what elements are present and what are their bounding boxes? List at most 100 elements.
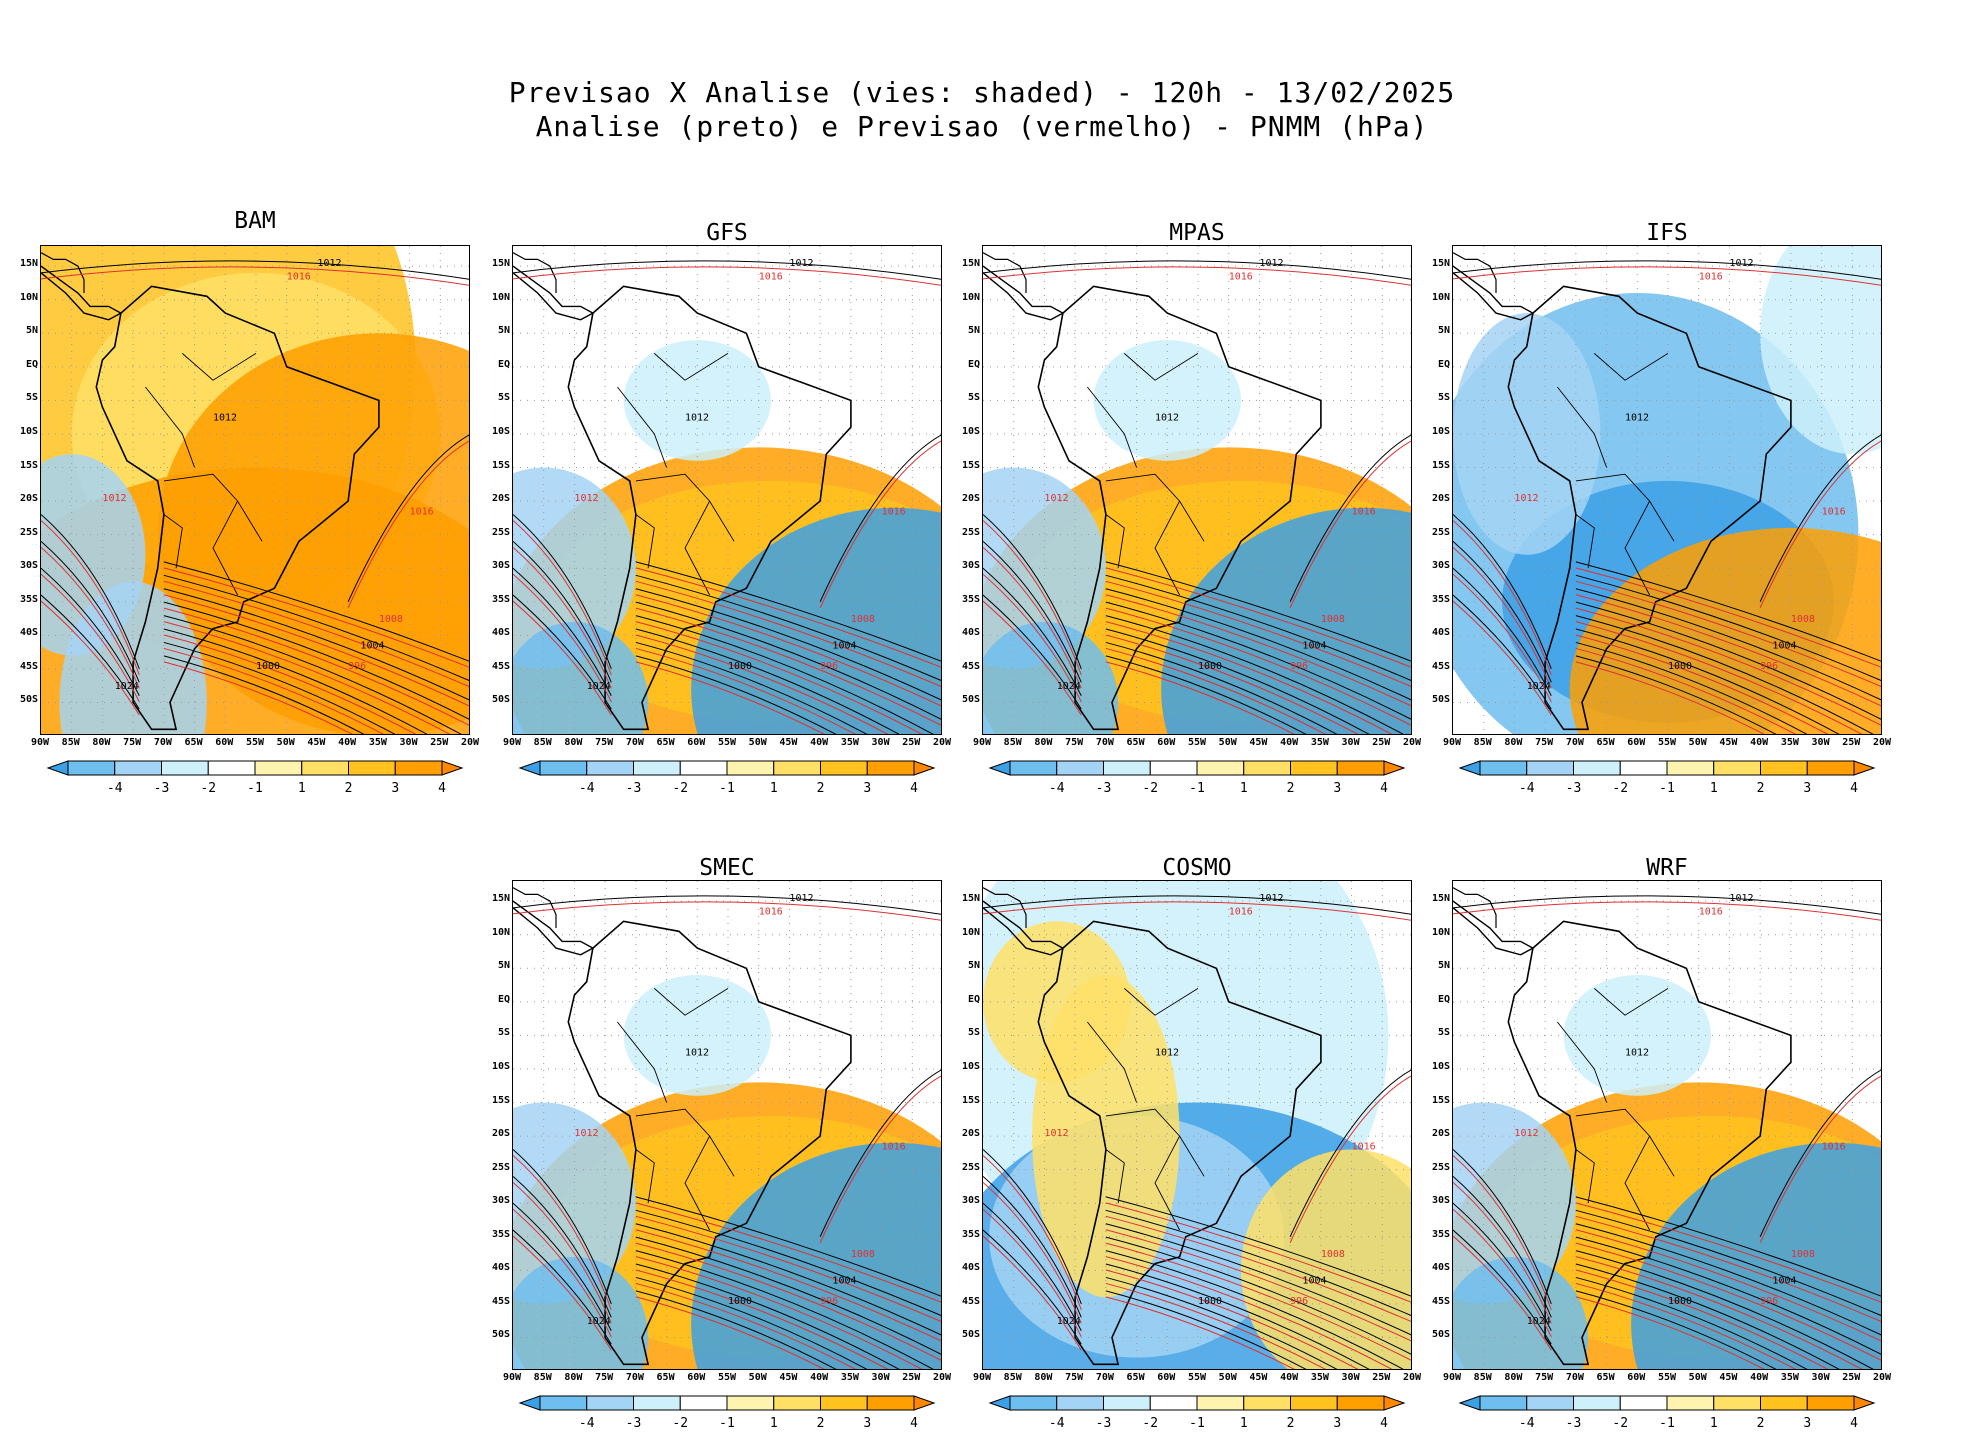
south-america-coastline	[1037, 920, 1322, 1366]
isobar-label: 1012	[102, 493, 126, 504]
colorbar-tick: 4	[1850, 781, 1858, 796]
panel-title-smec: SMEC	[699, 855, 755, 881]
map-canvas: 1012 1016 1004 996 1000 1008 1012 1016 1024 1012	[41, 246, 469, 734]
lon-tick-label: 20W	[932, 1372, 952, 1383]
colorbar-tick: -1	[1189, 781, 1205, 796]
lat-tick-label: 30S	[961, 1195, 980, 1207]
lon-tick-label: 30W	[1341, 737, 1360, 748]
lat-tick-label: 10N	[1431, 926, 1450, 938]
colorbar-tick: -1	[719, 781, 735, 796]
lat-tick-label: 15S	[19, 459, 38, 471]
lat-tick-label: 50S	[19, 694, 38, 706]
lat-tick-label: 30S	[491, 1195, 510, 1207]
lat-tick-label: 45S	[961, 1295, 980, 1307]
lon-tick-label: 20W	[460, 737, 480, 748]
colorbar: -4 -3 -2 -1 1 2 3 4	[1452, 1394, 1882, 1434]
lat-tick-label: 5S	[497, 1027, 510, 1039]
isobar-label: 1000	[1198, 1296, 1222, 1307]
isobar-label: 1012	[213, 413, 237, 424]
south-america-coastline	[567, 920, 852, 1366]
lon-tick-label: 65W	[1596, 1372, 1615, 1383]
colorbar-tick: -2	[672, 1416, 689, 1431]
colorbar-tick: 3	[1333, 1416, 1342, 1431]
panel-title-cosmo: COSMO	[1162, 855, 1232, 881]
isobar-label: 1016	[1352, 1141, 1376, 1152]
lat-tick-label: 30S	[961, 560, 980, 572]
isobar-label: 1008	[1791, 1249, 1815, 1260]
isobar-label: 1004	[1302, 641, 1326, 652]
lon-tick-label: 50W	[1218, 737, 1237, 748]
lon-tick-label: 85W	[533, 737, 552, 748]
colorbar-tick: 2	[344, 781, 353, 796]
lon-tick-label: 80W	[1504, 1372, 1523, 1383]
lon-tick-label: 45W	[779, 1372, 798, 1383]
lon-tick-label: 45W	[1249, 1372, 1268, 1383]
lon-tick-label: 45W	[1719, 1372, 1738, 1383]
lon-tick-label: 30W	[1811, 737, 1830, 748]
map-canvas: 1012 1016 1004 996 1000 1008 1012 1016 1024 1012	[983, 246, 1411, 734]
isobar-label: 1012	[1625, 1048, 1649, 1059]
central-america-coastline	[983, 265, 1065, 321]
isobar-label: 996	[820, 1296, 838, 1307]
lon-tick-label: 60W	[1157, 737, 1176, 748]
lat-tick-label: 15S	[961, 1094, 980, 1106]
lon-tick-label: 30W	[871, 1372, 890, 1383]
isobar-label: 1016	[1699, 272, 1723, 283]
isobar-label: 996	[1290, 1296, 1308, 1307]
isobar-label: 1008	[379, 614, 403, 625]
colorbar-tick: -3	[1095, 1416, 1112, 1431]
colorbar-tick: -4	[578, 1416, 595, 1431]
colorbar-tick: -2	[1612, 781, 1629, 796]
map-panel-bam: 1012 1016 1004 996 1000 1008 1012 1016 1024 1012	[40, 245, 470, 735]
isobar-label: 1004	[1302, 1276, 1326, 1287]
isobar-label: 996	[1760, 1296, 1778, 1307]
isobar-label: 1012	[574, 1128, 598, 1139]
lon-tick-label: 80W	[1034, 1372, 1053, 1383]
isobar-label: 1012	[1044, 493, 1068, 504]
colorbar-tick: -4	[578, 781, 595, 796]
colorbar-tick: -3	[1095, 781, 1112, 796]
lon-tick-label: 80W	[564, 1372, 583, 1383]
colorbar-tick: 3	[391, 781, 400, 796]
isobar-label: 1000	[1668, 661, 1692, 672]
lon-tick-label: 75W	[123, 737, 142, 748]
panel-title-gfs: GFS	[706, 220, 748, 246]
lat-tick-label: 5S	[1437, 392, 1450, 404]
lat-tick-label: 20S	[1431, 493, 1450, 505]
lat-tick-label: 30S	[1431, 560, 1450, 572]
lon-tick-label: 25W	[430, 737, 449, 748]
lat-tick-label: 10N	[491, 926, 510, 938]
lat-tick-label: 5N	[1437, 325, 1450, 337]
lon-tick-label: 45W	[307, 737, 326, 748]
lon-tick-label: 45W	[1249, 737, 1268, 748]
isobar-label: 1012	[574, 493, 598, 504]
lon-tick-label: 65W	[656, 737, 675, 748]
lon-tick-label: 70W	[153, 737, 172, 748]
colorbar-tick: 4	[1380, 1416, 1388, 1431]
panel-title-ifs: IFS	[1646, 220, 1688, 246]
lat-tick-label: 45S	[1431, 1295, 1450, 1307]
lon-tick-label: 30W	[871, 737, 890, 748]
lat-tick-label: 40S	[1431, 627, 1450, 639]
lon-tick-label: 30W	[399, 737, 418, 748]
lat-tick-label: 5N	[497, 960, 510, 972]
isobar-label: 1000	[728, 1296, 752, 1307]
lat-tick-label: 35S	[961, 593, 980, 605]
colorbar-tick: 3	[1333, 781, 1342, 796]
colorbar-tick: 1	[1709, 1416, 1718, 1431]
isobar-label: 1012	[789, 893, 813, 904]
lat-tick-label: 15S	[1431, 459, 1450, 471]
colorbar-tick: -2	[672, 781, 689, 796]
lat-tick-label: 45S	[491, 1295, 510, 1307]
colorbar-tick: -2	[1142, 781, 1159, 796]
isobar-label: 996	[348, 661, 366, 672]
lon-tick-label: 80W	[564, 737, 583, 748]
isobar-label: 1024	[1057, 1316, 1081, 1327]
lat-tick-label: 20S	[1431, 1128, 1450, 1140]
lon-tick-label: 30W	[1341, 1372, 1360, 1383]
lat-tick-label: 5S	[1437, 1027, 1450, 1039]
lon-tick-label: 20W	[1402, 1372, 1422, 1383]
isobar-label: 1012	[1259, 258, 1283, 269]
isobar-label: 1004	[832, 1276, 856, 1287]
lat-tick-label: 25S	[491, 1161, 510, 1173]
